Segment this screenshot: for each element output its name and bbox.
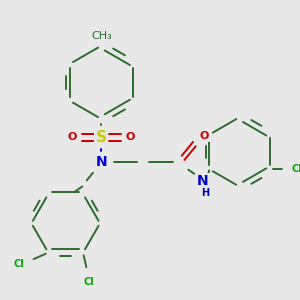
Text: O: O	[199, 130, 208, 140]
Text: CH₃: CH₃	[91, 31, 112, 41]
Text: N: N	[197, 174, 209, 188]
Text: O: O	[126, 132, 135, 142]
Text: Cl: Cl	[291, 164, 300, 174]
Text: O: O	[68, 132, 77, 142]
Text: S: S	[96, 130, 107, 145]
Text: N: N	[96, 154, 107, 169]
Text: Cl: Cl	[83, 277, 94, 286]
Text: H: H	[201, 188, 209, 199]
Text: Cl: Cl	[14, 259, 25, 269]
